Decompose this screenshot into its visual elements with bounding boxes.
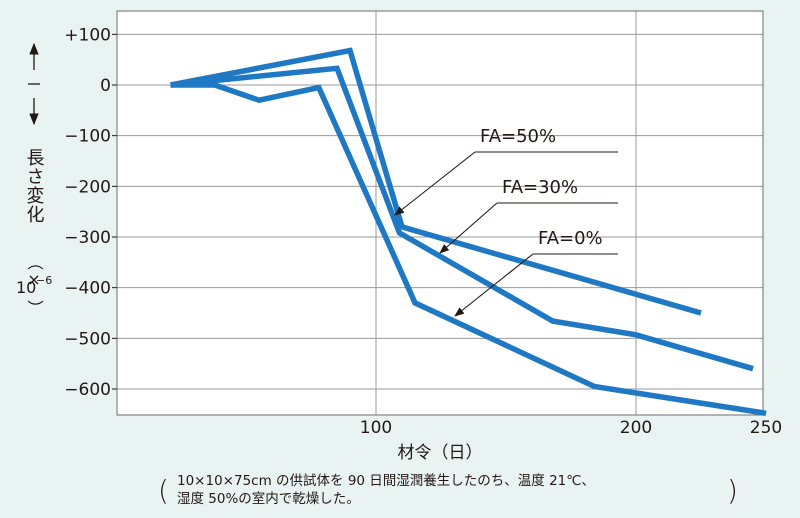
series-annotations: FA=50% FA=30% FA=0%	[394, 126, 618, 317]
plot-frame	[116, 10, 764, 416]
annotation-label: FA=50%	[480, 126, 556, 147]
x-tick-label: 200	[620, 418, 652, 438]
y-axis-ticks: +100 0 −100 −200 −300 −400 −500 −600	[64, 25, 117, 400]
note-paren-close: )	[727, 474, 738, 507]
y-axis-unit-base: 10	[16, 278, 36, 297]
y-tick-label: −300	[64, 228, 111, 248]
y-tick-label: +100	[64, 25, 111, 45]
y-axis-title: 長さ変化 （× 10 −6 ）	[16, 42, 52, 316]
y-tick-label: −100	[64, 127, 111, 147]
series-line-fa-0-	[170, 82, 767, 417]
note-line-1: 10×10×75cm の供試体を 90 日間湿潤養生したのち、温度 21℃、	[177, 472, 595, 489]
note-paren-open: (	[158, 474, 169, 507]
x-axis-ticks: 100 200 250	[360, 418, 782, 438]
x-axis-label: 材令（日）	[398, 443, 483, 463]
series-lines	[170, 47, 767, 417]
y-tick-label: −600	[64, 380, 111, 400]
y-tick-label: −500	[64, 329, 111, 349]
specimen-note: ( 10×10×75cm の供試体を 90 日間湿潤養生したのち、温度 21℃、…	[158, 472, 738, 507]
y-axis-unit-close: ）	[25, 300, 44, 316]
x-tick-label: 100	[360, 418, 392, 438]
series-line-fa-50-	[170, 47, 702, 316]
y-axis-unit-exponent: −6	[36, 274, 52, 287]
x-tick-label: 250	[750, 418, 782, 438]
annotation-arrow	[394, 151, 476, 216]
annotation-label: FA=0%	[538, 228, 603, 249]
note-line-2: 湿度 50%の室内で乾燥した。	[177, 490, 360, 507]
y-axis-unit-open: （×	[25, 254, 44, 289]
y-tick-label: −200	[64, 177, 111, 197]
annotation-label: FA=30%	[502, 177, 578, 198]
y-axis-label: 長さ変化	[24, 148, 45, 224]
series-line-fa-30-	[170, 65, 754, 372]
plot-area	[117, 11, 763, 415]
y-tick-label: 0	[100, 76, 111, 96]
y-tick-label: −400	[64, 279, 111, 299]
annotation-arrow	[439, 202, 498, 254]
annotation-arrow	[454, 253, 534, 317]
